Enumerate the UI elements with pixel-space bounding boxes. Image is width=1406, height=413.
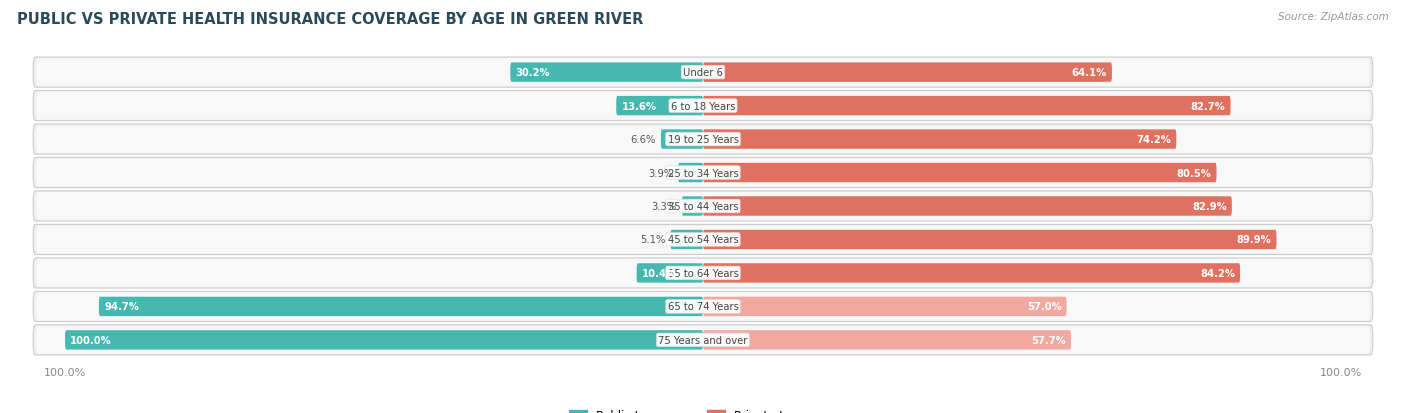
Text: PUBLIC VS PRIVATE HEALTH INSURANCE COVERAGE BY AGE IN GREEN RIVER: PUBLIC VS PRIVATE HEALTH INSURANCE COVER…: [17, 12, 644, 27]
FancyBboxPatch shape: [703, 63, 1112, 83]
FancyBboxPatch shape: [34, 58, 1372, 88]
FancyBboxPatch shape: [703, 164, 1216, 183]
Text: 45 to 54 Years: 45 to 54 Years: [668, 235, 738, 245]
FancyBboxPatch shape: [37, 192, 1369, 221]
Text: 74.2%: 74.2%: [1136, 135, 1171, 145]
Text: 82.9%: 82.9%: [1192, 202, 1226, 211]
FancyBboxPatch shape: [65, 330, 703, 350]
FancyBboxPatch shape: [34, 158, 1372, 188]
FancyBboxPatch shape: [703, 197, 1232, 216]
Text: 35 to 44 Years: 35 to 44 Years: [668, 202, 738, 211]
FancyBboxPatch shape: [637, 263, 703, 283]
FancyBboxPatch shape: [37, 293, 1369, 321]
Text: 65 to 74 Years: 65 to 74 Years: [668, 301, 738, 312]
FancyBboxPatch shape: [37, 259, 1369, 287]
Text: Under 6: Under 6: [683, 68, 723, 78]
FancyBboxPatch shape: [703, 263, 1240, 283]
FancyBboxPatch shape: [37, 92, 1369, 120]
Text: 10.4%: 10.4%: [641, 268, 676, 278]
FancyBboxPatch shape: [703, 97, 1230, 116]
FancyBboxPatch shape: [34, 125, 1372, 155]
FancyBboxPatch shape: [37, 326, 1369, 354]
FancyBboxPatch shape: [703, 130, 1177, 150]
Text: 6.6%: 6.6%: [630, 135, 655, 145]
Text: 57.7%: 57.7%: [1031, 335, 1066, 345]
FancyBboxPatch shape: [703, 230, 1277, 249]
FancyBboxPatch shape: [671, 230, 703, 249]
Legend: Public Insurance, Private Insurance: Public Insurance, Private Insurance: [564, 404, 842, 413]
FancyBboxPatch shape: [98, 297, 703, 316]
FancyBboxPatch shape: [37, 59, 1369, 87]
Text: Source: ZipAtlas.com: Source: ZipAtlas.com: [1278, 12, 1389, 22]
FancyBboxPatch shape: [37, 159, 1369, 187]
Text: 57.0%: 57.0%: [1026, 301, 1062, 312]
FancyBboxPatch shape: [703, 330, 1071, 350]
Text: 3.9%: 3.9%: [648, 168, 673, 178]
Text: 94.7%: 94.7%: [104, 301, 139, 312]
FancyBboxPatch shape: [34, 292, 1372, 322]
FancyBboxPatch shape: [34, 91, 1372, 121]
FancyBboxPatch shape: [37, 126, 1369, 154]
FancyBboxPatch shape: [661, 130, 703, 150]
Text: 55 to 64 Years: 55 to 64 Years: [668, 268, 738, 278]
Text: 80.5%: 80.5%: [1177, 168, 1212, 178]
Text: 5.1%: 5.1%: [640, 235, 665, 245]
FancyBboxPatch shape: [34, 325, 1372, 355]
Text: 30.2%: 30.2%: [516, 68, 550, 78]
FancyBboxPatch shape: [678, 164, 703, 183]
Text: 3.3%: 3.3%: [652, 202, 676, 211]
Text: 89.9%: 89.9%: [1237, 235, 1271, 245]
Text: 82.7%: 82.7%: [1191, 101, 1226, 112]
FancyBboxPatch shape: [682, 197, 703, 216]
Text: 6 to 18 Years: 6 to 18 Years: [671, 101, 735, 112]
FancyBboxPatch shape: [510, 63, 703, 83]
FancyBboxPatch shape: [34, 258, 1372, 288]
Text: 75 Years and over: 75 Years and over: [658, 335, 748, 345]
Text: 100.0%: 100.0%: [70, 335, 112, 345]
FancyBboxPatch shape: [34, 192, 1372, 221]
Text: 13.6%: 13.6%: [621, 101, 657, 112]
FancyBboxPatch shape: [703, 297, 1067, 316]
FancyBboxPatch shape: [37, 226, 1369, 254]
FancyBboxPatch shape: [616, 97, 703, 116]
Text: 25 to 34 Years: 25 to 34 Years: [668, 168, 738, 178]
Text: 84.2%: 84.2%: [1199, 268, 1234, 278]
Text: 19 to 25 Years: 19 to 25 Years: [668, 135, 738, 145]
FancyBboxPatch shape: [34, 225, 1372, 255]
Text: 64.1%: 64.1%: [1071, 68, 1107, 78]
